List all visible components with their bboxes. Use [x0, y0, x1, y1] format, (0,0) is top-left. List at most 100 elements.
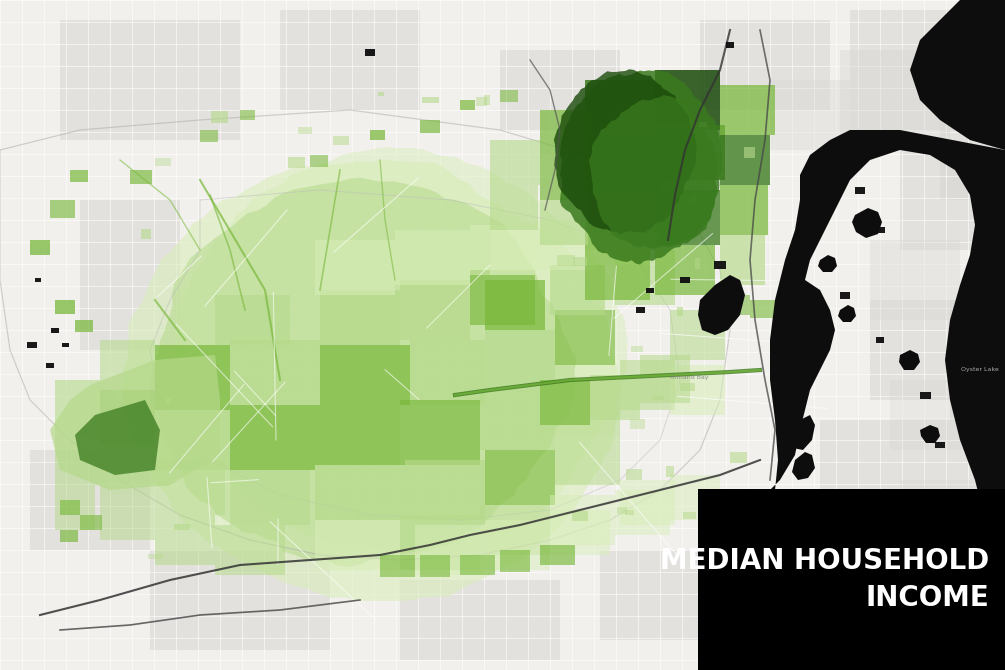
Bar — [130, 170, 152, 184]
Bar — [631, 346, 643, 352]
Bar — [480, 505, 550, 555]
Bar — [585, 80, 655, 135]
Bar — [320, 290, 400, 345]
Bar — [55, 485, 95, 530]
Bar — [615, 250, 675, 305]
Polygon shape — [698, 275, 745, 335]
Bar — [51, 328, 59, 333]
Bar — [694, 258, 699, 269]
Bar — [573, 257, 587, 265]
Bar — [62, 343, 69, 347]
Bar — [484, 94, 489, 105]
Bar — [731, 452, 748, 463]
Bar — [535, 220, 595, 270]
Bar — [670, 310, 725, 360]
Bar — [829, 161, 841, 169]
Bar — [940, 100, 1000, 200]
Polygon shape — [818, 255, 837, 272]
Bar — [215, 525, 285, 575]
Bar — [470, 270, 535, 325]
Bar — [555, 310, 615, 365]
Bar — [666, 466, 674, 477]
Polygon shape — [75, 400, 160, 475]
Bar — [315, 240, 395, 295]
Text: Armand Bay: Armand Bay — [670, 375, 709, 381]
Bar — [655, 125, 725, 180]
Bar — [720, 135, 770, 185]
Bar — [683, 512, 696, 519]
Bar — [378, 92, 384, 96]
Bar — [676, 307, 683, 316]
Bar — [655, 70, 720, 130]
Bar — [100, 390, 155, 445]
Bar — [50, 200, 75, 218]
Bar — [555, 380, 620, 435]
Bar — [422, 96, 439, 103]
Polygon shape — [899, 350, 920, 370]
Polygon shape — [589, 95, 718, 249]
Bar — [640, 355, 690, 403]
Bar — [485, 450, 555, 505]
Polygon shape — [920, 425, 940, 443]
Bar — [550, 495, 615, 545]
Bar — [370, 130, 385, 140]
Bar — [679, 383, 695, 391]
Bar — [166, 399, 171, 404]
Bar — [155, 460, 225, 515]
Bar — [298, 127, 312, 135]
Bar — [585, 135, 660, 195]
Bar — [720, 295, 750, 315]
Bar — [670, 475, 720, 520]
Bar — [55, 380, 100, 435]
Bar — [30, 240, 50, 255]
Bar — [652, 396, 664, 401]
Bar — [159, 481, 168, 486]
Bar — [280, 10, 420, 110]
Bar — [655, 190, 720, 245]
Bar — [155, 345, 230, 410]
Bar — [680, 277, 690, 283]
Bar — [670, 365, 725, 415]
Bar — [55, 300, 75, 314]
Bar — [365, 49, 375, 56]
Bar — [714, 261, 726, 269]
Polygon shape — [910, 0, 1005, 150]
Bar — [590, 375, 640, 420]
Bar — [950, 300, 1005, 500]
Bar — [617, 507, 627, 514]
Bar — [540, 155, 590, 200]
Bar — [149, 553, 164, 559]
Bar — [646, 288, 654, 293]
Bar — [174, 524, 190, 530]
Bar — [790, 580, 880, 660]
Bar — [400, 515, 480, 570]
Polygon shape — [560, 70, 722, 265]
Bar — [850, 540, 950, 630]
Bar — [540, 200, 588, 245]
Bar — [870, 240, 960, 320]
Bar — [380, 555, 415, 577]
Bar — [150, 550, 330, 650]
Bar — [476, 97, 487, 106]
Bar — [142, 229, 151, 239]
Bar — [420, 120, 440, 133]
Polygon shape — [554, 69, 696, 234]
Text: Oyster Lake: Oyster Lake — [961, 368, 999, 373]
Bar — [729, 543, 745, 549]
Bar — [100, 495, 155, 540]
Bar — [626, 469, 642, 480]
Bar — [485, 520, 550, 570]
Text: MEDIAN HOUSEHOLD
INCOME: MEDIAN HOUSEHOLD INCOME — [660, 547, 990, 612]
Bar — [876, 337, 884, 343]
Bar — [490, 185, 538, 230]
Bar — [415, 525, 485, 575]
Bar — [700, 20, 830, 110]
Text: Galveston Bay: Galveston Bay — [842, 606, 897, 614]
Bar — [820, 420, 950, 530]
Bar — [60, 500, 80, 515]
Bar — [310, 155, 328, 167]
Bar — [900, 150, 1000, 250]
Bar — [550, 265, 605, 315]
Bar — [470, 225, 535, 275]
Bar — [840, 50, 950, 150]
